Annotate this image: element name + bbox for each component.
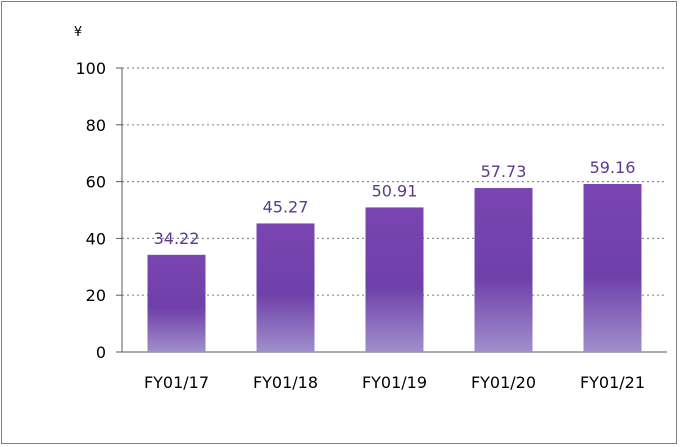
value-labels: 34.22 45.27 50.91 57.73 59.16	[154, 158, 636, 248]
x-axis-categories: FY01/17 FY01/18 FY01/19 FY01/20 FY01/21	[144, 373, 645, 392]
bar-value-label: 57.73	[481, 162, 527, 181]
bar	[474, 188, 533, 352]
y-tick-label: 80	[86, 116, 106, 135]
x-category-label: FY01/21	[580, 373, 645, 392]
bar-value-label: 50.91	[372, 181, 418, 200]
x-category-label: FY01/18	[253, 373, 318, 392]
bar-value-label: 34.22	[154, 229, 200, 248]
gridlines	[122, 67, 667, 296]
y-axis-ticks: 0 20 40 60 80 100	[75, 59, 122, 362]
y-tick-label: 100	[75, 59, 106, 78]
bar	[147, 254, 206, 352]
x-category-label: FY01/19	[362, 373, 427, 392]
y-axis-unit-label: ¥	[74, 25, 82, 40]
x-category-label: FY01/17	[144, 373, 209, 392]
y-tick-label: 60	[86, 173, 106, 192]
x-category-label: FY01/20	[471, 373, 536, 392]
bar	[365, 207, 424, 352]
bars	[147, 183, 642, 352]
bar-value-label: 59.16	[590, 158, 636, 177]
y-tick-label: 20	[86, 286, 106, 305]
bar	[256, 223, 315, 352]
y-tick-label: 0	[96, 343, 106, 362]
bar	[583, 183, 642, 352]
bar-value-label: 45.27	[263, 197, 309, 216]
y-tick-label: 40	[86, 229, 106, 248]
